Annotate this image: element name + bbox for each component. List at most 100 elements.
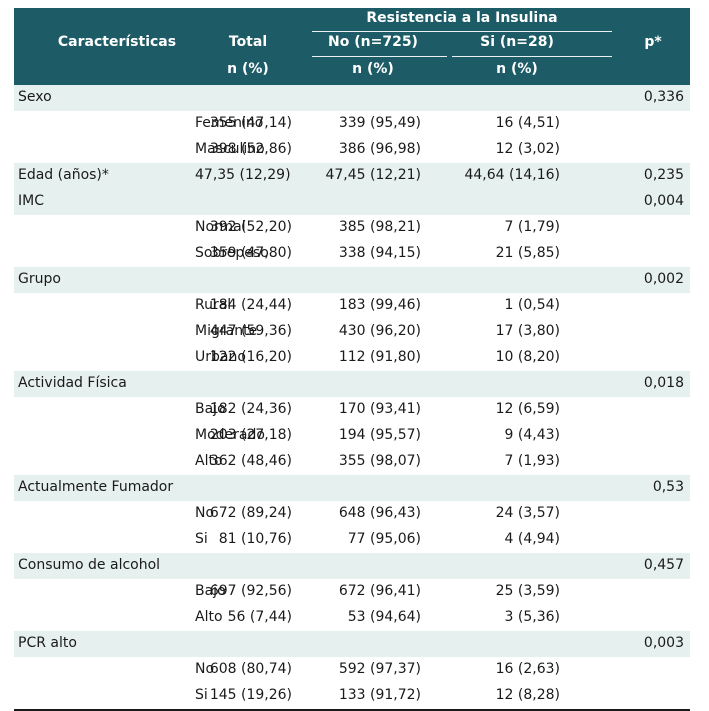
cell-si: 10 (8,20)	[495, 349, 560, 365]
cell-total: 355 (47,14)	[209, 115, 292, 131]
row-sublabel: Normal	[195, 219, 246, 235]
cell-no: 339 (95,49)	[338, 115, 421, 131]
cell-no: 355 (98,07)	[338, 453, 421, 469]
table-row: Actualmente Fumador 0,53	[14, 475, 690, 501]
row-sublabel: Sobrepeso	[195, 245, 269, 261]
table-row: Consumo de alcohol 0,457	[14, 553, 690, 579]
cell-no: 133 (91,72)	[338, 687, 421, 703]
cell-total: 359 (47,80)	[209, 245, 292, 261]
row-label: Edad (años)*	[18, 167, 109, 183]
row-sublabel: No	[195, 505, 215, 521]
cell-si: 44,64 (14,16)	[464, 167, 560, 183]
cell-no: 47,45 (12,21)	[325, 167, 421, 183]
cell-no: 385 (98,21)	[338, 219, 421, 235]
cell-si: 21 (5,85)	[495, 245, 560, 261]
cell-no: 77 (95,06)	[347, 531, 421, 547]
cell-total: 362 (48,46)	[209, 453, 292, 469]
row-sublabel: Alto	[195, 453, 223, 469]
row-sublabel: Si	[195, 687, 208, 703]
cell-total: 122 (16,20)	[209, 349, 292, 365]
cell-si: 16 (2,63)	[495, 661, 560, 677]
cell-no: 338 (94,15)	[338, 245, 421, 261]
header-group-rule	[312, 31, 612, 32]
cell-si: 12 (6,59)	[495, 401, 560, 417]
cell-total: 608 (80,74)	[209, 661, 292, 677]
header-total: Total	[228, 34, 268, 50]
cell-si: 24 (3,57)	[495, 505, 560, 521]
cell-no: 648 (96,43)	[338, 505, 421, 521]
row-label: Sexo	[18, 89, 52, 105]
cell-si: 12 (8,28)	[495, 687, 560, 703]
cell-total: 447 (59,36)	[209, 323, 292, 339]
row-sublabel: Urbano	[195, 349, 246, 365]
table-row: IMC 0,004	[14, 189, 690, 215]
cell-total: 145 (19,26)	[209, 687, 292, 703]
table-body: Sexo 0,336 Femenino 355 (47,14) 339 (95,49) 1…	[14, 85, 690, 709]
cell-p: 0,004	[643, 193, 684, 209]
table-row: Sobrepeso 359 (47,80) 338 (94,15) 21 (5,85)	[14, 241, 690, 267]
row-sublabel: Alto	[195, 609, 223, 625]
cell-si: 12 (3,02)	[495, 141, 560, 157]
header-group-title: Resistencia a la Insulina	[366, 10, 558, 26]
header-total-unit: n (%)	[227, 61, 269, 77]
row-label: Actualmente Fumador	[18, 479, 174, 495]
header-si-unit: n (%)	[496, 61, 538, 77]
table-row: Alto 56 (7,44) 53 (94,64) 3 (5,36)	[14, 605, 690, 631]
cell-total: 47,35 (12,29)	[195, 167, 291, 183]
row-label: PCR alto	[18, 635, 77, 651]
cell-total: 56 (7,44)	[227, 609, 292, 625]
cell-total: 672 (89,24)	[209, 505, 292, 521]
cell-no: 430 (96,20)	[338, 323, 421, 339]
header-no-rule	[312, 56, 447, 57]
cell-total: 392 (52,20)	[209, 219, 292, 235]
header-si: Si (n=28)	[480, 34, 554, 50]
table-header: Características Total n (%) Resistencia …	[14, 8, 690, 85]
cell-si: 1 (0,54)	[504, 297, 560, 313]
table-row: Normal 392 (52,20) 385 (98,21) 7 (1,79)	[14, 215, 690, 241]
table-row: Rural 184 (24,44) 183 (99,46) 1 (0,54)	[14, 293, 690, 319]
cell-total: 182 (24,36)	[209, 401, 292, 417]
cell-si: 25 (3,59)	[495, 583, 560, 599]
table-row: No 672 (89,24) 648 (96,43) 24 (3,57)	[14, 501, 690, 527]
table-row: Sexo 0,336	[14, 85, 690, 111]
header-p: p*	[644, 34, 662, 50]
table-row: Migrante 447 (59,36) 430 (96,20) 17 (3,80)	[14, 319, 690, 345]
row-sublabel: Rural	[195, 297, 232, 313]
table-row: PCR alto 0,003	[14, 631, 690, 657]
row-sublabel: No	[195, 661, 215, 677]
table-row: Si 145 (19,26) 133 (91,72) 12 (8,28)	[14, 683, 690, 709]
table-row: Femenino 355 (47,14) 339 (95,49) 16 (4,51)	[14, 111, 690, 137]
cell-no: 592 (97,37)	[338, 661, 421, 677]
cell-no: 53 (94,64)	[347, 609, 421, 625]
cell-si: 9 (4,43)	[504, 427, 560, 443]
row-label: Grupo	[18, 271, 61, 287]
row-sublabel: Moderado	[195, 427, 265, 443]
row-label: Actividad Física	[18, 375, 127, 391]
cell-total: 184 (24,44)	[209, 297, 292, 313]
cell-p: 0,457	[643, 557, 684, 573]
cell-si: 17 (3,80)	[495, 323, 560, 339]
row-sublabel: Bajo	[195, 401, 226, 417]
cell-si: 7 (1,79)	[504, 219, 560, 235]
cell-total: 81 (10,76)	[218, 531, 292, 547]
header-no-unit: n (%)	[352, 61, 394, 77]
table-row: Grupo 0,002	[14, 267, 690, 293]
cell-p: 0,336	[643, 89, 684, 105]
cell-p: 0,53	[652, 479, 684, 495]
row-sublabel: Femenino	[195, 115, 264, 131]
table-row: Actividad Física 0,018	[14, 371, 690, 397]
table-row: Bajo 182 (24,36) 170 (93,41) 12 (6,59)	[14, 397, 690, 423]
cell-si: 16 (4,51)	[495, 115, 560, 131]
cell-si: 7 (1,93)	[504, 453, 560, 469]
table-row: Moderado 203 (27,18) 194 (95,57) 9 (4,43)	[14, 423, 690, 449]
cell-p: 0,018	[643, 375, 684, 391]
table-row: Bajo 697 (92,56) 672 (96,41) 25 (3,59)	[14, 579, 690, 605]
row-label: IMC	[18, 193, 44, 209]
row-sublabel: Bajo	[195, 583, 226, 599]
row-sublabel: Migrante	[195, 323, 258, 339]
table-row: Edad (años)* 47,35 (12,29) 47,45 (12,21) 44…	[14, 163, 690, 189]
row-sublabel: Si	[195, 531, 208, 547]
cell-si: 4 (4,94)	[504, 531, 560, 547]
cell-p: 0,235	[643, 167, 684, 183]
row-sublabel: Masculino	[195, 141, 265, 157]
